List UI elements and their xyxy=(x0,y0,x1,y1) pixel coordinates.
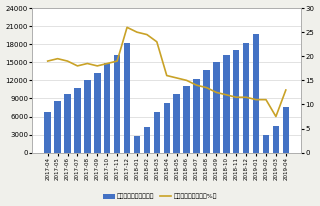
累计同比增速（右轴%） xyxy=(85,62,89,65)
累计同比增速（右轴%） xyxy=(195,84,198,87)
Bar xyxy=(263,135,269,153)
Bar xyxy=(253,34,259,153)
Bar xyxy=(223,55,229,153)
Bar xyxy=(84,80,91,153)
Bar xyxy=(213,62,220,153)
累计同比增速（右轴%） xyxy=(185,79,188,82)
Bar xyxy=(183,86,190,153)
Bar xyxy=(193,79,200,153)
累计同比增速（右轴%） xyxy=(125,26,129,29)
Bar xyxy=(64,94,71,153)
Bar xyxy=(283,107,289,153)
累计同比增速（右轴%） xyxy=(66,60,69,62)
累计同比增速（右轴%） xyxy=(105,62,109,65)
累计同比增速（右轴%） xyxy=(254,98,258,101)
累计同比增速（右轴%） xyxy=(175,77,179,79)
Bar xyxy=(54,102,61,153)
Bar xyxy=(243,43,249,153)
累计同比增速（右轴%） xyxy=(165,74,169,77)
Bar xyxy=(114,55,120,153)
累计同比增速（右轴%） xyxy=(274,115,278,118)
累计同比增速（右轴%） xyxy=(135,31,139,33)
Bar xyxy=(44,112,51,153)
累计同比增速（右轴%） xyxy=(46,60,50,62)
累计同比增速（右轴%） xyxy=(76,65,79,67)
Bar xyxy=(94,73,100,153)
Bar xyxy=(124,43,130,153)
Bar xyxy=(74,88,81,153)
累计同比增速（右轴%） xyxy=(204,86,208,89)
累计同比增速（右轴%） xyxy=(244,96,248,98)
累计同比增速（右轴%） xyxy=(224,94,228,96)
累计同比增速（右轴%） xyxy=(234,96,238,98)
累计同比增速（右轴%） xyxy=(284,89,288,91)
Bar xyxy=(164,103,170,153)
Bar xyxy=(233,50,239,153)
Bar xyxy=(134,136,140,153)
Bar xyxy=(273,126,279,153)
累计同比增速（右轴%） xyxy=(214,91,218,94)
Bar xyxy=(203,70,210,153)
Line: 累计同比增速（右轴%）: 累计同比增速（右轴%） xyxy=(48,27,286,117)
累计同比增速（右轴%） xyxy=(155,41,159,43)
累计同比增速（右轴%） xyxy=(56,57,60,60)
Bar xyxy=(104,63,110,153)
累计同比增速（右轴%） xyxy=(95,65,99,67)
Bar xyxy=(173,94,180,153)
累计同比增速（右轴%） xyxy=(264,98,268,101)
累计同比增速（右轴%） xyxy=(145,33,149,36)
Bar xyxy=(144,127,150,153)
累计同比增速（右轴%） xyxy=(115,60,119,62)
Legend: 空调累计产量（万台）, 累计同比增速（右轴%）: 空调累计产量（万台）, 累计同比增速（右轴%） xyxy=(101,191,219,202)
Bar xyxy=(154,112,160,153)
